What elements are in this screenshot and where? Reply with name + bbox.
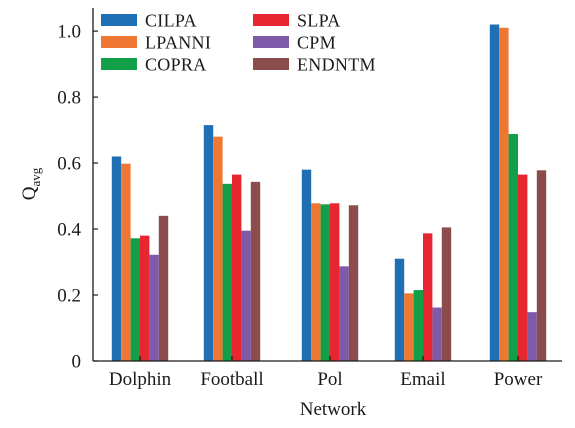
bar-cilpa-power: [489, 24, 500, 361]
bar-slpa-power: [518, 174, 528, 361]
x-tick-label-pol: Pol: [317, 369, 342, 390]
bar-copra-power: [508, 134, 518, 361]
bar-copra-football: [222, 183, 232, 361]
bar-cpm-email: [432, 307, 442, 361]
x-tick-label-email: Email: [400, 369, 445, 390]
bar-cilpa-dolphin: [111, 156, 122, 361]
legend-swatch-slpa: [253, 14, 289, 26]
axes-layer: 0 0.2 0.4 0.6 0.8 1.0 Dolphin Football Pol Email P…: [57, 8, 562, 390]
legend-swatch-copra: [101, 58, 137, 70]
legend-swatch-lpanni: [101, 36, 137, 48]
bar-endntm-email: [441, 227, 452, 361]
x-axis-title: Network: [300, 399, 367, 420]
bar-endntm-football: [250, 181, 261, 361]
legend-label-cilpa: CILPA: [145, 11, 197, 31]
bar-cilpa-email: [394, 258, 405, 361]
legend-swatch-endntm: [253, 58, 289, 70]
y-tick-label: 0.4: [57, 220, 81, 241]
bar-endntm-power: [536, 170, 547, 361]
legend-label-cpm: CPM: [297, 33, 336, 53]
bar-cpm-football: [241, 230, 251, 361]
legend-swatch-cpm: [253, 36, 289, 48]
legend-label-lpanni: LPANNI: [145, 33, 211, 53]
bar-cpm-pol: [339, 266, 349, 361]
bar-cpm-dolphin: [149, 254, 159, 361]
bars-layer: [111, 24, 547, 362]
legend-label-copra: COPRA: [145, 55, 207, 75]
y-tick-label: 0: [72, 352, 82, 373]
x-tick-label-power: Power: [494, 369, 543, 390]
y-axis-title-main: Q: [19, 186, 40, 200]
y-axis-title-subscript: avg: [28, 167, 43, 186]
legend-swatch-cilpa: [101, 14, 137, 26]
y-axis-title: Qavg: [19, 167, 43, 200]
bar-cilpa-football: [203, 125, 214, 362]
y-tick-label: 0.2: [57, 286, 81, 307]
bar-copra-dolphin: [130, 238, 140, 361]
bar-cpm-power: [527, 312, 537, 361]
bar-lpanni-email: [404, 293, 414, 361]
bar-copra-pol: [320, 204, 330, 361]
bar-lpanni-power: [499, 27, 509, 361]
bar-lpanni-dolphin: [121, 163, 131, 361]
bar-slpa-pol: [330, 203, 340, 361]
bar-cilpa-pol: [301, 169, 312, 361]
bar-copra-email: [413, 290, 423, 361]
bar-lpanni-football: [213, 136, 223, 361]
legend-label-endntm: ENDNTM: [297, 55, 376, 75]
bar-slpa-email: [423, 233, 433, 361]
bar-slpa-dolphin: [140, 235, 150, 361]
bar-slpa-football: [232, 174, 242, 361]
x-tick-label-football: Football: [200, 369, 263, 390]
bar-endntm-dolphin: [158, 215, 169, 361]
y-tick-label: 1.0: [57, 22, 81, 43]
bar-endntm-pol: [348, 205, 359, 361]
y-tick-label: 0.6: [57, 154, 81, 175]
legend-label-slpa: SLPA: [297, 11, 341, 31]
x-tick-label-dolphin: Dolphin: [109, 369, 172, 390]
y-tick-label: 0.8: [57, 88, 81, 109]
bar-lpanni-pol: [311, 203, 321, 361]
